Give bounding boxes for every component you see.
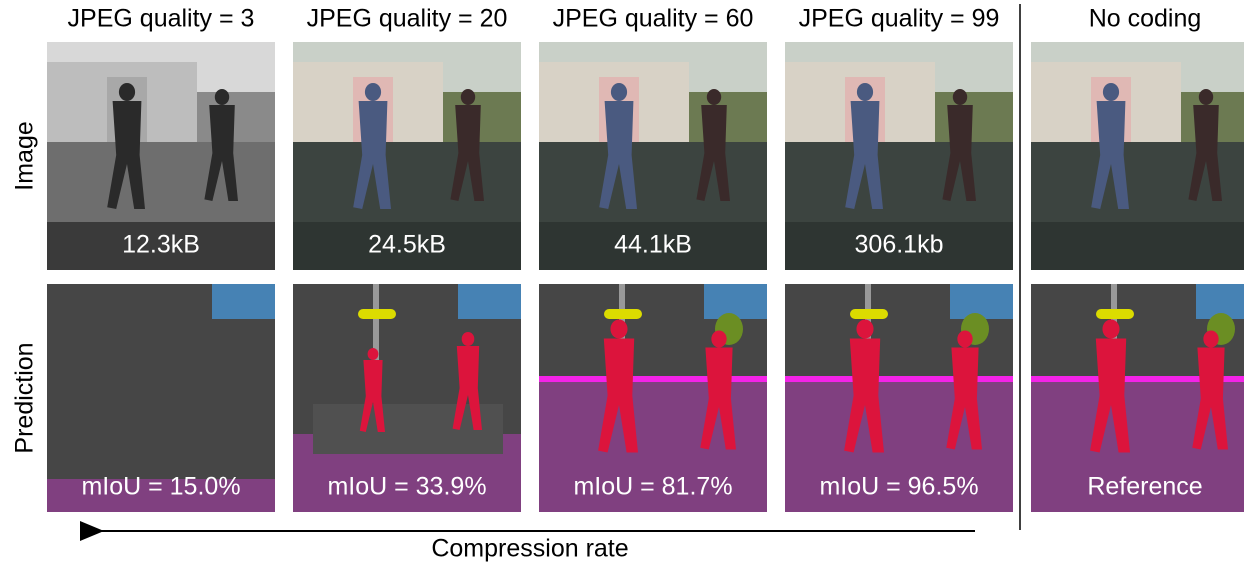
person — [214, 89, 230, 105]
person — [204, 105, 238, 201]
road-dark — [47, 222, 275, 270]
seg-sidewalk — [785, 376, 1013, 382]
person — [696, 105, 730, 201]
person — [598, 338, 638, 453]
tree — [689, 92, 767, 142]
seg-sky — [212, 284, 275, 319]
tree — [935, 92, 1013, 142]
person — [461, 332, 475, 346]
image-caption: 12.3kB — [122, 231, 200, 259]
image-panel: 306.1kb — [785, 42, 1013, 270]
person — [844, 338, 884, 453]
seg-sidewalk — [539, 376, 767, 382]
road-dark — [1031, 222, 1244, 270]
prediction-caption: mIoU = 96.5% — [819, 473, 978, 501]
seg-pole — [373, 284, 379, 374]
prediction-panel: mIoU = 96.5% — [785, 284, 1013, 512]
road-dark — [785, 222, 1013, 270]
tree — [197, 92, 275, 142]
prediction-panel: mIoU = 81.7% — [539, 284, 767, 512]
person — [845, 101, 883, 209]
seg-road — [47, 479, 275, 512]
person — [1091, 101, 1129, 209]
person — [942, 105, 976, 201]
person — [610, 319, 628, 339]
seg-sign — [358, 309, 396, 319]
prediction-caption: mIoU = 15.0% — [81, 473, 240, 501]
road-dark — [539, 222, 767, 270]
column-title: JPEG quality = 99 — [799, 5, 1000, 33]
person — [599, 101, 637, 209]
row-label: Image — [11, 121, 39, 190]
image-panel: 12.3kB — [47, 42, 275, 270]
column-title: JPEG quality = 60 — [553, 5, 754, 33]
person — [452, 346, 482, 430]
image-caption: 306.1kb — [855, 231, 944, 259]
person — [460, 89, 476, 105]
person — [700, 347, 736, 450]
person — [1203, 330, 1219, 348]
person — [856, 83, 874, 101]
row-label: Prediction — [11, 342, 39, 453]
tree — [443, 92, 521, 142]
seg-sky — [458, 284, 521, 319]
image-panel: 44.1kB — [539, 42, 767, 270]
road-dark — [293, 222, 521, 270]
image-panel — [1031, 42, 1244, 270]
seg-sky — [950, 284, 1013, 319]
person — [118, 83, 136, 101]
person — [107, 101, 145, 209]
prediction-panel: mIoU = 15.0% — [47, 284, 275, 512]
seg-sign — [604, 309, 642, 319]
prediction-panel: mIoU = 33.9% — [293, 284, 521, 512]
person — [610, 83, 628, 101]
person — [1102, 83, 1120, 101]
person — [1192, 347, 1228, 450]
person — [359, 360, 385, 432]
person — [1188, 105, 1222, 201]
person — [856, 319, 874, 339]
column-title: JPEG quality = 20 — [307, 5, 508, 33]
seg-sign — [850, 309, 888, 319]
column-title: No coding — [1089, 5, 1202, 33]
axis-label: Compression rate — [431, 535, 628, 563]
person — [364, 83, 382, 101]
person — [957, 330, 973, 348]
prediction-caption: mIoU = 33.9% — [327, 473, 486, 501]
person — [450, 105, 484, 201]
image-caption: 44.1kB — [614, 231, 692, 259]
image-caption: 24.5kB — [368, 231, 446, 259]
person — [353, 101, 391, 209]
person — [711, 330, 727, 348]
person — [367, 348, 379, 360]
person — [706, 89, 722, 105]
seg-sky — [704, 284, 767, 319]
prediction-panel: Reference — [1031, 284, 1244, 512]
column-title: JPEG quality = 3 — [68, 5, 255, 33]
person — [946, 347, 982, 450]
person — [1090, 338, 1130, 453]
person — [952, 89, 968, 105]
image-panel: 24.5kB — [293, 42, 521, 270]
seg-sign — [1096, 309, 1134, 319]
seg-building — [47, 284, 275, 512]
person — [1198, 89, 1214, 105]
prediction-caption: mIoU = 81.7% — [573, 473, 732, 501]
person — [1102, 319, 1120, 339]
seg-sidewalk — [1031, 376, 1244, 382]
prediction-caption: Reference — [1087, 473, 1202, 501]
